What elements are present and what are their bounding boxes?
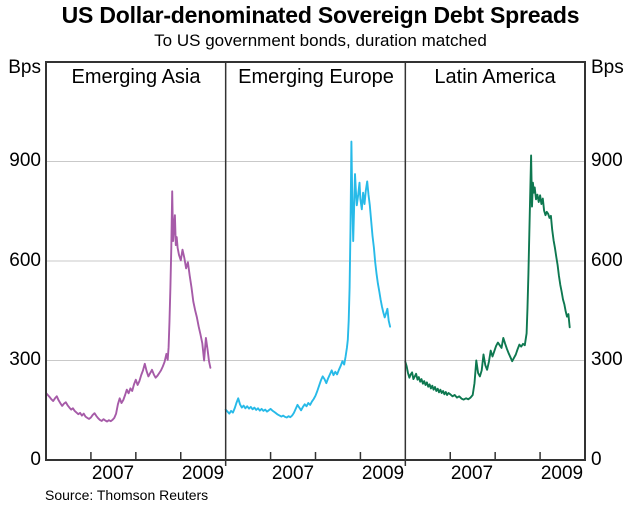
y-tick-label-right-900: 900: [591, 150, 623, 171]
y-axis-unit-right: Bps: [591, 57, 624, 78]
y-tick-label-left-600: 600: [9, 250, 41, 271]
series-line-emerging-asia: [45, 190, 212, 423]
x-tick-label-p1-2009: 2009: [181, 463, 225, 484]
y-tick-label-left-300: 300: [9, 349, 41, 370]
x-tick-label-p2-2007: 2007: [271, 463, 315, 484]
series-line-latin-america: [404, 154, 571, 401]
y-tick-label-right-300: 300: [591, 349, 623, 370]
y-tick-label-left-900: 900: [9, 150, 41, 171]
y-tick-label-right-600: 600: [591, 250, 623, 271]
chart-title: US Dollar-denominated Sovereign Debt Spr…: [61, 2, 580, 28]
panel-title-emerging-asia: Emerging Asia: [71, 66, 201, 88]
x-tick-label-p2-2009: 2009: [361, 463, 405, 484]
y-tick-label-right-0: 0: [591, 449, 602, 470]
source-note: Source: Thomson Reuters: [45, 487, 209, 503]
x-tick-label-p3-2007: 2007: [450, 463, 494, 484]
series-line-emerging-europe: [224, 140, 392, 419]
y-axis-unit-left: Bps: [8, 57, 41, 78]
panel-title-latin-america: Latin America: [434, 66, 556, 88]
panel-title-emerging-europe: Emerging Europe: [238, 66, 394, 88]
x-tick-label-p1-2007: 2007: [91, 463, 135, 484]
chart-subtitle: To US government bonds, duration matched: [154, 31, 487, 50]
x-tick-label-p3-2009: 2009: [540, 463, 584, 484]
y-tick-label-left-0: 0: [30, 449, 41, 470]
plot-frame: [45, 61, 586, 461]
